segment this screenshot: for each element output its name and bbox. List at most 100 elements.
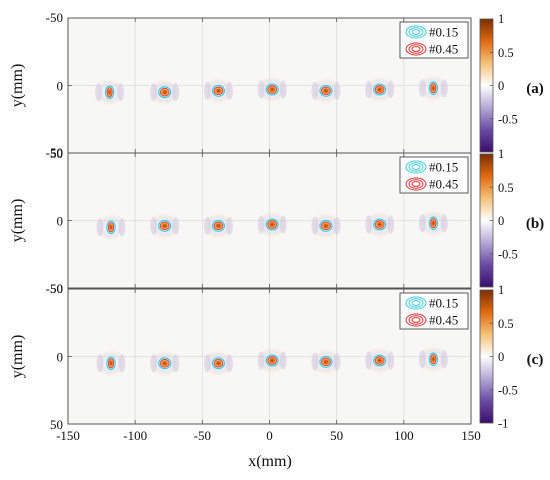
spot-sidelobe bbox=[333, 81, 341, 100]
legend-swatch bbox=[405, 25, 427, 39]
contour-015 bbox=[373, 354, 387, 367]
spot-core bbox=[267, 220, 277, 229]
x-tick-label: -100 bbox=[123, 428, 147, 443]
x-axis: -150 -100 -50 0 50 100 150 bbox=[56, 428, 481, 443]
colorbar: 1 0.5 0 -0.5 bbox=[479, 12, 518, 153]
legend-swatch bbox=[408, 298, 424, 308]
spot-sidelobe bbox=[279, 80, 287, 99]
spot-sidelobe bbox=[118, 218, 126, 237]
spot-sidelobe bbox=[311, 81, 319, 100]
spot-core bbox=[160, 221, 170, 230]
legend-swatch bbox=[408, 315, 424, 325]
legend-label: #0.15 bbox=[429, 25, 458, 40]
spot-core bbox=[267, 356, 277, 365]
colorbar-tick-label: 0.5 bbox=[498, 46, 514, 60]
panel-1: -50 0 50 y(mm) #0.15 #0.45 (a) bbox=[9, 10, 544, 161]
colorbar-tick-label: -0.5 bbox=[498, 247, 518, 261]
x-tick-label: 0 bbox=[266, 428, 273, 443]
spot-sidelobe bbox=[203, 81, 211, 100]
spot-sidelobe bbox=[225, 354, 233, 373]
contour-015 bbox=[428, 81, 439, 95]
x-tick-label: 50 bbox=[330, 428, 343, 443]
contour-045 bbox=[374, 356, 385, 365]
y-axis-label: y(mm) bbox=[9, 335, 26, 379]
legend-swatch bbox=[411, 181, 421, 187]
spot-sidelobe bbox=[418, 350, 426, 369]
contour-045 bbox=[106, 87, 113, 98]
contour-045 bbox=[430, 354, 437, 365]
focal-spot bbox=[308, 346, 343, 377]
x-tick-label: -50 bbox=[194, 428, 211, 443]
focal-spot bbox=[308, 75, 343, 106]
contour-015 bbox=[211, 219, 226, 232]
spot-sidelobe bbox=[95, 83, 103, 102]
focal-spot bbox=[255, 74, 290, 105]
spot-core bbox=[108, 222, 114, 233]
x-tick-label: 150 bbox=[461, 428, 481, 443]
spot-sidelobe bbox=[311, 216, 319, 235]
contour-045 bbox=[321, 86, 331, 96]
spot-sidelobe bbox=[257, 351, 265, 370]
legend-swatch bbox=[408, 162, 424, 172]
legend-swatch bbox=[405, 313, 427, 327]
focal-spot bbox=[93, 348, 128, 379]
spot-sidelobe bbox=[387, 80, 395, 99]
colorbar-tick-label: 1 bbox=[498, 147, 504, 161]
contour-045 bbox=[374, 220, 385, 229]
legend-swatch bbox=[411, 164, 421, 170]
spot-sidelobe bbox=[225, 81, 233, 100]
colorbar-tick-label: 0 bbox=[498, 214, 504, 228]
spot-core bbox=[213, 359, 224, 368]
contour-045 bbox=[213, 221, 224, 231]
focal-spot bbox=[93, 212, 128, 243]
spot-core bbox=[374, 220, 385, 229]
contour-015 bbox=[373, 218, 387, 231]
legend-label: #0.15 bbox=[429, 296, 458, 311]
spot-core bbox=[321, 357, 331, 366]
contour-045 bbox=[213, 86, 224, 96]
spot-sidelobe bbox=[440, 214, 448, 233]
contour-045 bbox=[321, 221, 331, 231]
spot-sidelobe bbox=[172, 354, 180, 373]
colorbar-tick-label: 1 bbox=[498, 283, 504, 297]
legend-label: #0.45 bbox=[429, 177, 458, 192]
spot-sidelobe bbox=[257, 215, 265, 234]
spot-core bbox=[160, 359, 170, 368]
spot-sidelobe bbox=[311, 352, 319, 371]
contour-045 bbox=[430, 218, 437, 229]
contour-015 bbox=[106, 356, 116, 371]
spot-sidelobe bbox=[150, 83, 158, 102]
spot-sidelobe bbox=[279, 215, 287, 234]
colorbar-tick-label: -0.5 bbox=[498, 112, 518, 126]
focal-spot bbox=[147, 348, 182, 379]
panels-group: -50 0 50 y(mm) #0.15 #0.45 (a) -50 0 50 y(mm) #0.15… bbox=[9, 10, 544, 432]
panel-label: (c) bbox=[527, 352, 544, 368]
y-tick-label: -50 bbox=[46, 281, 63, 296]
x-tick-label: 100 bbox=[394, 428, 414, 443]
focal-spot bbox=[255, 209, 290, 240]
spot-core bbox=[430, 83, 437, 94]
colorbar: 1 0.5 0 -0.5 -1 bbox=[479, 283, 518, 431]
spot-core bbox=[213, 221, 224, 230]
spot-sidelobe bbox=[257, 80, 265, 99]
legend-swatch bbox=[411, 46, 421, 52]
legend: #0.15 #0.45 bbox=[399, 156, 469, 194]
spot-sidelobe bbox=[418, 214, 426, 233]
contour-045 bbox=[267, 85, 278, 94]
colorbar-tick-label: 1 bbox=[498, 12, 504, 26]
contour-045 bbox=[430, 83, 437, 94]
y-axis-label: y(mm) bbox=[9, 64, 26, 108]
colorbar-tick-label: 0.5 bbox=[498, 181, 514, 195]
spot-core bbox=[267, 85, 277, 94]
colorbars-group: 1 0.5 0 -0.5 1 0.5 0 -0.5 1 0.5 0 -0.5 -1 bbox=[479, 12, 518, 431]
legend-swatch bbox=[411, 317, 421, 323]
y-tick-label: 0 bbox=[57, 350, 64, 365]
y-tick-label: 0 bbox=[57, 79, 64, 94]
focal-spot bbox=[201, 348, 236, 379]
contour-045 bbox=[107, 358, 115, 369]
colorbar-tick-label: 0 bbox=[498, 79, 504, 93]
spot-sidelobe bbox=[172, 83, 180, 102]
focal-spot bbox=[147, 77, 182, 108]
y-tick-label: 50 bbox=[50, 281, 63, 296]
legend-swatch bbox=[405, 160, 427, 174]
